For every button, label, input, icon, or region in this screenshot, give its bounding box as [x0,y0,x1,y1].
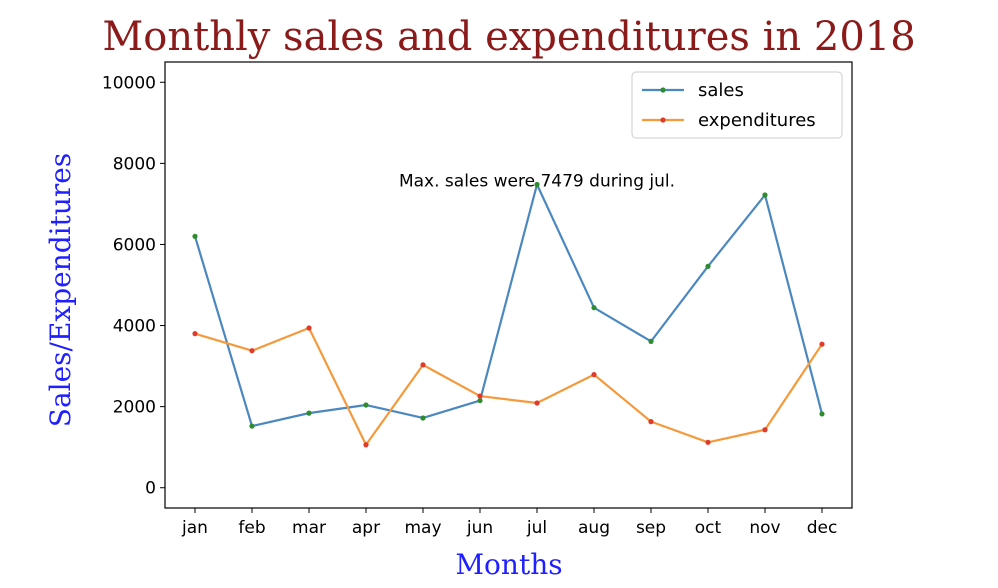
x-tick-label: may [404,518,441,538]
data-point-expenditures [648,419,654,425]
x-tick-label: feb [238,518,265,538]
series-line-expenditures [194,326,823,446]
x-tick-label: dec [807,518,838,538]
legend-marker-sales [660,87,666,93]
x-tick-label: sep [636,518,666,538]
plot-frame [164,61,853,509]
x-tick-label: aug [578,518,610,538]
legend-label-sales: sales [698,80,744,101]
x-axis-label: Months [455,548,562,581]
data-point-expenditures [705,439,711,445]
x-tick-label: apr [352,518,380,538]
data-point-expenditures [249,348,255,354]
y-tick-label: 0 [145,479,156,499]
data-point-expenditures [477,393,483,399]
data-point-sales [534,181,540,188]
x-tick-label: nov [749,518,780,538]
data-point-sales [648,338,654,344]
series-layer [192,181,825,448]
data-point-expenditures [363,442,369,448]
y-tick-label: 4000 [113,317,156,337]
chart-title: Monthly sales and expenditures in 2018 [102,14,915,60]
series-line-sales [193,183,824,428]
max-annotation: Max. sales were 7479 during jul. [399,171,675,191]
x-tick-label: jan [181,518,208,538]
x-axis-ticks: jan feb mar apr may jun jul aug sep oct nov dec [181,508,837,538]
y-tick-label: 8000 [113,154,156,174]
x-tick-label: mar [292,518,326,538]
data-point-expenditures [762,427,768,433]
data-point-sales [306,410,312,416]
y-axis-ticks: 0 2000 4000 6000 8000 10000 [102,73,165,499]
legend-label-expenditures: expenditures [698,110,816,131]
data-point-sales [249,423,255,429]
x-tick-label: jun [466,518,493,538]
y-axis-label: Sales/Expenditures [44,153,77,427]
y-tick-label: 6000 [113,235,156,255]
x-tick-label: jul [526,518,547,538]
data-point-sales [363,402,369,408]
data-point-sales [762,192,768,198]
data-point-sales [192,233,198,239]
data-point-expenditures [591,372,597,378]
y-tick-label: 2000 [113,398,156,418]
legend-box [631,71,843,139]
legend-marker-expenditures [660,117,666,123]
x-tick-label: oct [695,518,722,538]
data-point-expenditures [192,331,198,337]
data-point-sales [819,411,825,417]
y-tick-label: 10000 [102,73,156,93]
data-point-sales [591,305,597,311]
data-point-sales [705,263,711,269]
data-point-sales [477,397,483,404]
data-point-expenditures [420,362,426,368]
data-point-expenditures [819,341,825,347]
data-point-sales [420,415,426,421]
data-point-expenditures [306,325,312,331]
legend: sales expenditures [631,71,843,139]
data-point-expenditures [534,400,540,406]
